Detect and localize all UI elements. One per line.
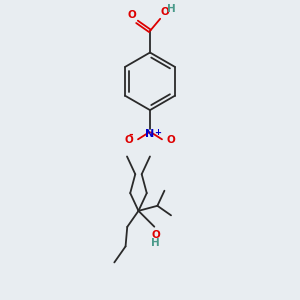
Text: H: H bbox=[152, 238, 160, 248]
Text: O: O bbox=[128, 11, 136, 20]
Text: H: H bbox=[167, 4, 175, 14]
Text: -: - bbox=[129, 130, 134, 140]
Text: O: O bbox=[152, 230, 160, 240]
Text: O: O bbox=[167, 135, 175, 145]
Text: O: O bbox=[161, 8, 170, 17]
Text: +: + bbox=[154, 128, 161, 137]
Text: O: O bbox=[125, 135, 134, 145]
Text: N: N bbox=[146, 129, 154, 140]
